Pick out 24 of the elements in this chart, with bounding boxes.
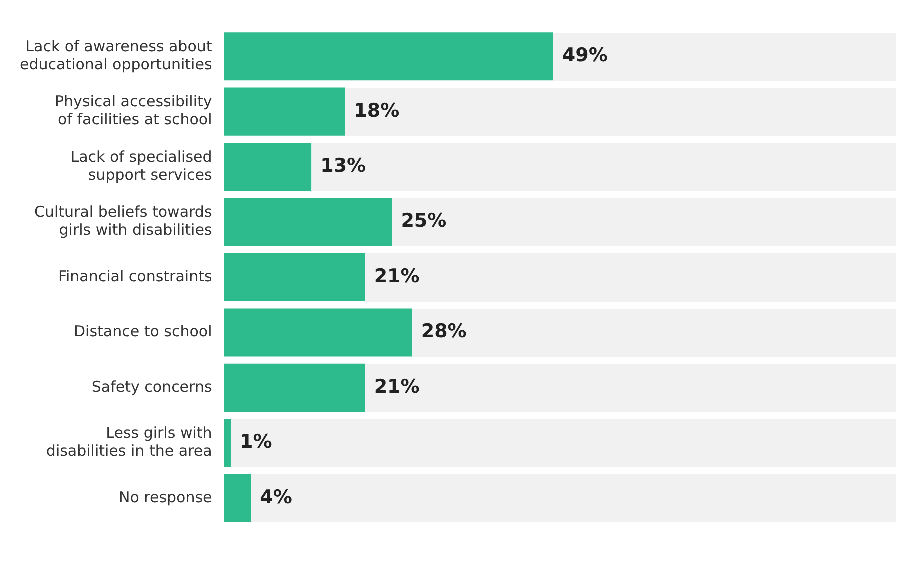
bar: [224, 419, 231, 468]
data-label: 4%: [260, 486, 292, 508]
bar: [224, 474, 252, 522]
data-label: 18%: [354, 100, 400, 122]
bar: [224, 364, 366, 412]
data-label: 28%: [421, 320, 467, 343]
y-tick-label: Physical accessibility of facilities at school: [54, 92, 212, 129]
bar: [224, 143, 312, 192]
y-tick-label: Lack of awareness about educational opportunities: [20, 38, 212, 74]
y-tick-label: No response: [118, 488, 212, 506]
data-label: 13%: [320, 154, 366, 177]
y-tick-label: Less girls with disabilities in the area: [46, 424, 212, 460]
data-label: 21%: [374, 376, 420, 398]
data-label: 49%: [562, 44, 608, 67]
y-tick-label: Financial constraints: [58, 267, 212, 286]
data-label: 25%: [401, 210, 447, 232]
y-tick-label: Safety concerns: [92, 378, 212, 396]
data-label: 1%: [240, 431, 272, 454]
bar: [224, 253, 366, 302]
data-label: 21%: [374, 265, 420, 288]
y-tick-label: Distance to school: [74, 322, 212, 341]
y-tick-label: Cultural beliefs towards girls with disabilities: [34, 203, 212, 240]
bar: [224, 88, 346, 136]
y-tick-label: Lack of specialised support services: [70, 148, 212, 184]
